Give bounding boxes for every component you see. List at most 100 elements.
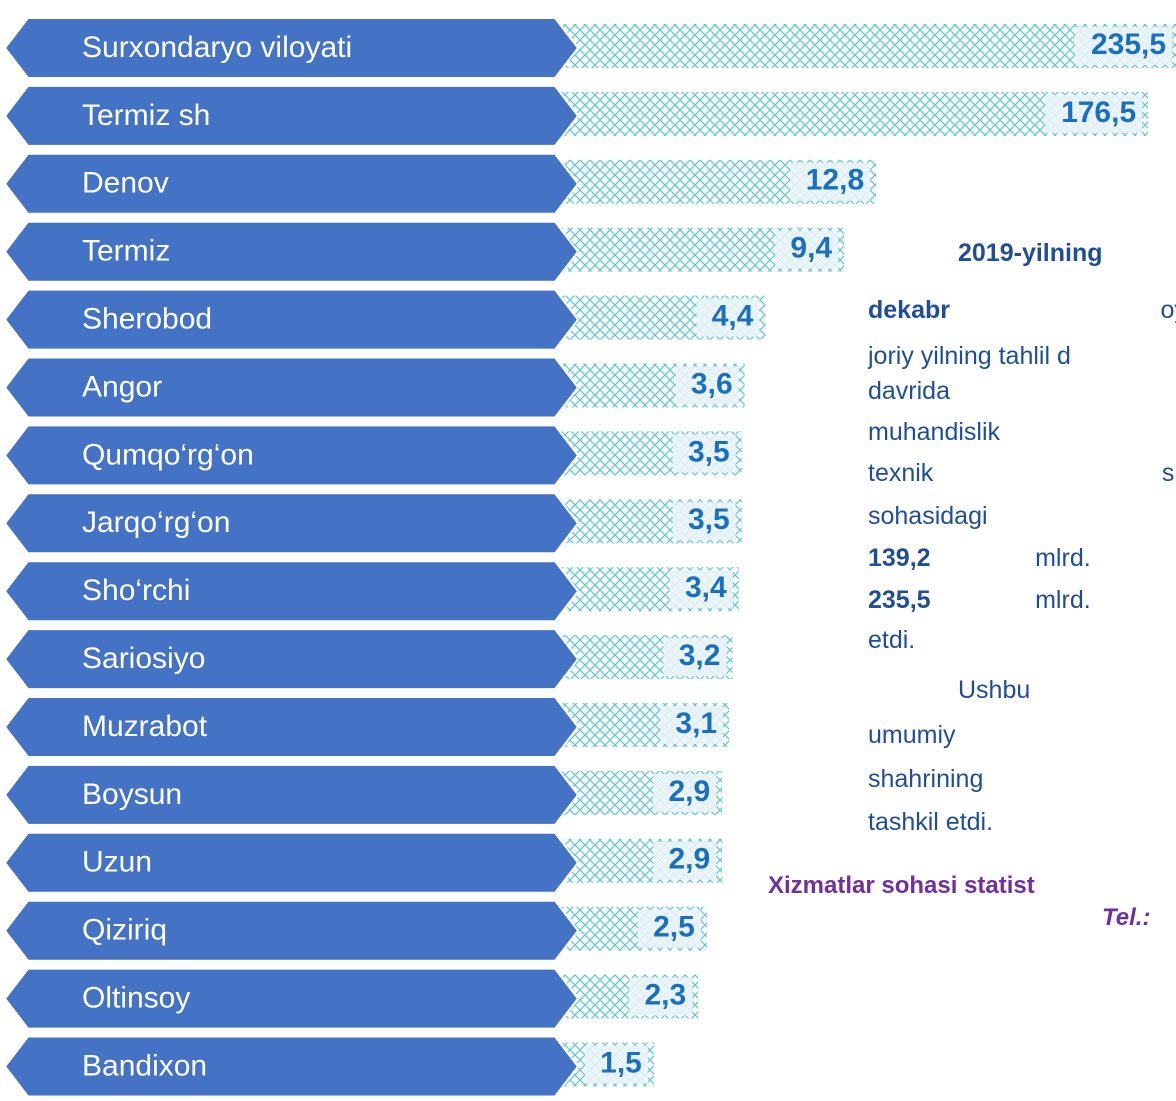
- category-label: Sho‘rchi: [82, 574, 190, 607]
- value-label: 3,5: [688, 435, 730, 468]
- value-label: 2,9: [669, 775, 711, 808]
- value-label-box: [1075, 27, 1173, 65]
- category-tag: [3, 152, 580, 215]
- value-label-box: [790, 162, 871, 201]
- category-tag: [3, 628, 580, 691]
- category-label: Sariosiyo: [82, 642, 205, 675]
- note-text: texnik sinovlar: [868, 459, 1176, 487]
- value-label: 2,3: [644, 979, 686, 1012]
- category-label: Qiziriq: [82, 914, 167, 947]
- value-label-box: [1045, 94, 1143, 133]
- note-line: dekabr oylariga: [868, 295, 1176, 325]
- note-text: Ushbu xiz: [958, 676, 1176, 704]
- category-label: Surxondaryo viloyati: [82, 31, 352, 64]
- category-tag: [3, 763, 580, 826]
- category-tag: [3, 831, 580, 894]
- category-label: Jarqo‘rg‘on: [82, 506, 230, 539]
- value-label: 2,5: [653, 911, 695, 944]
- category-tag: [3, 84, 580, 147]
- category-label: Uzun: [82, 846, 152, 879]
- note-line: joriy yilning tahlil d: [868, 341, 1071, 371]
- value-label: 9,4: [790, 232, 832, 265]
- note-line: umumiy hajmid: [868, 720, 1176, 750]
- note-line: 235,5 mlrd. so‘m: [868, 585, 1176, 615]
- note-text: etdi.: [868, 626, 916, 654]
- category-label: Oltinsoy: [82, 982, 190, 1015]
- value-label: 3,5: [688, 503, 730, 536]
- category-label: Termiz sh: [82, 99, 210, 132]
- note-line: shahrining ulushi: [868, 764, 1176, 794]
- category-tag: [3, 424, 580, 487]
- note-line: Ushbu xiz: [958, 675, 1176, 705]
- note-line: 2019-yilning: [958, 238, 1103, 268]
- value-label: 3,4: [685, 571, 727, 604]
- note-text: 2019-yilning: [958, 239, 1103, 267]
- value-label-box: [653, 773, 717, 812]
- category-label: Angor: [82, 370, 162, 403]
- category-label: Muzrabot: [82, 710, 208, 743]
- value-label: 1,5: [600, 1046, 642, 1079]
- value-label: 2,9: [669, 843, 711, 876]
- value-label-box: [675, 366, 739, 405]
- note-text: dekabr: [868, 296, 950, 324]
- category-tag: [3, 492, 580, 555]
- note-line: etdi.: [868, 625, 915, 655]
- value-label: 3,1: [675, 707, 717, 740]
- bar: [540, 24, 1176, 68]
- category-tag: [3, 899, 580, 962]
- note-text: joriy yilning tahlil d: [868, 342, 1071, 370]
- category-label: Termiz: [82, 235, 170, 268]
- value-label-box: [584, 1045, 648, 1084]
- value-label-box: [660, 706, 724, 744]
- note-line: sohasidagi xizma: [868, 501, 1176, 531]
- category-tag: [3, 696, 580, 758]
- value-label-box: [663, 638, 727, 677]
- category-tag: [3, 356, 580, 419]
- value-label-box: [672, 434, 736, 473]
- note-text: umumiy hajmid: [868, 721, 1176, 749]
- value-label: 12,8: [806, 164, 864, 197]
- note-text: muhandislik: [868, 418, 1001, 446]
- note-line: tashkil etdi.: [868, 807, 993, 837]
- value-label-box: [637, 909, 701, 948]
- category-label: Sherobod: [82, 303, 212, 336]
- value-label-box: [672, 502, 736, 541]
- value-label: 235,5: [1091, 28, 1166, 61]
- value-label-box: [775, 230, 839, 269]
- value-label: 4,4: [712, 300, 754, 333]
- value-label: 176,5: [1061, 96, 1136, 129]
- note-text: 139,2: [868, 544, 931, 572]
- note-text: 235,5: [868, 586, 931, 614]
- value-label-box: [669, 570, 733, 609]
- footer-department: Xizmatlar sohasi statist: [768, 872, 1035, 899]
- category-label: Denov: [82, 167, 169, 200]
- value-label: 3,6: [691, 367, 733, 400]
- footer-phone: Tel.:: [1102, 904, 1151, 931]
- note-line: texnik sinovlar: [868, 458, 1176, 488]
- category-tag: [3, 1035, 580, 1098]
- note-line: muhandislik: [868, 417, 1000, 447]
- note-text: mlrd. so‘m: [1035, 586, 1176, 614]
- value-label-box: [629, 977, 693, 1016]
- category-label: Qumqo‘rg‘on: [82, 438, 254, 471]
- value-label-box: [696, 298, 760, 337]
- note-line: davrida m: [868, 376, 1176, 406]
- note-text: shahrining ulushi: [868, 765, 1176, 793]
- note-text: sohasidagi xizma: [868, 502, 1176, 530]
- category-tag: [3, 220, 580, 283]
- notes: 2019-yilning dekabr oylariga joriy yilning…: [868, 0, 1176, 1101]
- value-label: 3,2: [679, 639, 721, 672]
- note-text: tashkil etdi.: [868, 808, 994, 836]
- category-tag: [3, 967, 580, 1030]
- category-tag: [3, 17, 580, 79]
- value-label-box: [653, 841, 717, 880]
- note-text: mlrd. so‘m: [1035, 544, 1176, 572]
- category-tag: [3, 288, 580, 351]
- category-label: Bandixon: [82, 1049, 207, 1082]
- note-line: 139,2 mlrd. so‘m: [868, 543, 1176, 573]
- note-text: davrida m: [868, 377, 1176, 405]
- category-label: Boysun: [82, 778, 182, 811]
- note-text: oylariga: [1160, 296, 1176, 324]
